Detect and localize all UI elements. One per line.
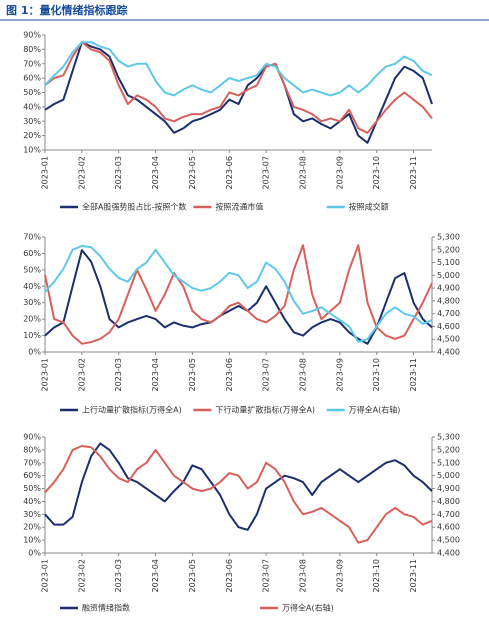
series-line xyxy=(44,41,433,97)
legend-label: 融资情绪指数 xyxy=(82,603,130,613)
y-tick-label: 30% xyxy=(23,510,41,519)
legend-label: 按照成交额 xyxy=(349,202,389,212)
legend-label: 全部A股强势股占比-按照个数 xyxy=(82,202,186,212)
x-tick-label: 2023-01 xyxy=(41,358,50,391)
series-line xyxy=(44,442,433,531)
y2-tick-label: 5,000 xyxy=(437,471,460,480)
x-tick-label: 2023-02 xyxy=(77,358,86,391)
legend-label: 万得全A(右轴) xyxy=(282,603,334,613)
x-tick-label: 2023-08 xyxy=(299,358,308,391)
y2-tick-label: 5,200 xyxy=(437,445,460,454)
y-tick-label: 20% xyxy=(23,315,41,324)
x-tick-label: 2023-04 xyxy=(151,156,160,189)
x-tick-label: 2023-04 xyxy=(151,358,160,391)
series-line xyxy=(44,41,433,144)
y2-tick-label: 5,100 xyxy=(437,258,460,267)
y2-tick-label: 4,600 xyxy=(437,523,460,532)
series-line xyxy=(44,41,433,134)
x-tick-label: 2023-03 xyxy=(114,156,123,189)
x-tick-label: 2023-08 xyxy=(299,156,308,189)
y2-tick-label: 4,900 xyxy=(437,284,460,293)
y2-tick-label: 4,900 xyxy=(437,484,460,493)
y2-tick-label: 5,100 xyxy=(437,458,460,467)
x-tick-label: 2023-10 xyxy=(372,156,381,189)
x-tick-label: 2023-02 xyxy=(77,156,86,189)
x-tick-label: 2023-01 xyxy=(41,559,50,592)
y-tick-label: 60% xyxy=(23,471,41,480)
x-tick-label: 2023-05 xyxy=(188,559,197,592)
series-line xyxy=(44,445,433,544)
y2-tick-label: 4,400 xyxy=(437,348,460,357)
x-tick-label: 2023-09 xyxy=(335,358,344,391)
y-tick-label: 60% xyxy=(23,249,41,258)
x-tick-label: 2023-11 xyxy=(409,559,418,592)
x-tick-label: 2023-07 xyxy=(262,358,271,391)
y-tick-label: 70% xyxy=(23,458,41,467)
x-tick-label: 2023-06 xyxy=(225,358,234,391)
legend-label: 万得全A(右轴) xyxy=(349,405,401,415)
x-tick-label: 2023-04 xyxy=(151,559,160,592)
y-tick-label: 70% xyxy=(23,59,41,68)
y-tick-label: 50% xyxy=(23,484,41,493)
y2-tick-label: 4,800 xyxy=(437,296,460,305)
y-tick-label: 30% xyxy=(23,298,41,307)
y2-tick-label: 4,700 xyxy=(437,510,460,519)
x-tick-label: 2023-05 xyxy=(188,156,197,189)
x-tick-label: 2023-09 xyxy=(335,156,344,189)
y-tick-label: 80% xyxy=(23,445,41,454)
y2-tick-label: 5,000 xyxy=(437,271,460,280)
x-tick-label: 2023-11 xyxy=(409,358,418,391)
series-line xyxy=(44,244,433,343)
series-line xyxy=(44,244,433,345)
y2-tick-label: 4,700 xyxy=(437,309,460,318)
x-tick-label: 2023-03 xyxy=(114,559,123,592)
y-tick-label: 50% xyxy=(23,88,41,97)
y-tick-label: 30% xyxy=(23,117,41,126)
x-tick-label: 2023-05 xyxy=(188,358,197,391)
x-tick-label: 2023-09 xyxy=(335,559,344,592)
x-tick-label: 2023-08 xyxy=(299,559,308,592)
x-tick-label: 2023-02 xyxy=(77,559,86,592)
y-tick-label: 40% xyxy=(23,497,41,506)
y2-tick-label: 4,500 xyxy=(437,536,460,545)
y-tick-label: 40% xyxy=(23,282,41,291)
x-tick-label: 2023-01 xyxy=(41,156,50,189)
y2-tick-label: 4,600 xyxy=(437,322,460,331)
y-tick-label: 20% xyxy=(23,523,41,532)
y-tick-label: 50% xyxy=(23,265,41,274)
y2-tick-label: 5,200 xyxy=(437,245,460,254)
y2-tick-label: 4,400 xyxy=(437,549,460,558)
x-tick-label: 2023-07 xyxy=(262,156,271,189)
y-tick-label: 10% xyxy=(23,536,41,545)
x-tick-label: 2023-07 xyxy=(262,559,271,592)
x-tick-label: 2023-10 xyxy=(372,358,381,391)
x-tick-label: 2023-06 xyxy=(225,156,234,189)
series-line xyxy=(44,249,433,345)
y-tick-label: 80% xyxy=(23,45,41,54)
x-tick-label: 2023-03 xyxy=(114,358,123,391)
y-tick-label: 20% xyxy=(23,131,41,140)
legend-label: 上行动量扩散指标(万得全A) xyxy=(82,405,182,415)
y-tick-label: 60% xyxy=(23,74,41,83)
x-tick-label: 2023-11 xyxy=(409,156,418,189)
legend-label: 下行动量扩散指标(万得全A) xyxy=(215,405,315,415)
y-tick-label: 0% xyxy=(28,348,41,357)
y-tick-label: 90% xyxy=(23,433,41,442)
y-tick-label: 70% xyxy=(23,233,41,242)
y-tick-label: 10% xyxy=(23,146,41,155)
y-tick-label: 40% xyxy=(23,102,41,111)
x-tick-label: 2023-06 xyxy=(225,559,234,592)
y2-tick-label: 4,800 xyxy=(437,497,460,506)
y-tick-label: 90% xyxy=(23,31,41,40)
y-tick-label: 0% xyxy=(28,549,41,558)
figure-title: 图 1：量化情绪指标跟踪 xyxy=(6,3,127,17)
x-tick-label: 2023-10 xyxy=(372,559,381,592)
y2-tick-label: 5,300 xyxy=(437,433,460,442)
legend-label: 按照流通市值 xyxy=(215,202,263,212)
y2-tick-label: 5,300 xyxy=(437,233,460,242)
y2-tick-label: 4,500 xyxy=(437,335,460,344)
y-tick-label: 10% xyxy=(23,331,41,340)
